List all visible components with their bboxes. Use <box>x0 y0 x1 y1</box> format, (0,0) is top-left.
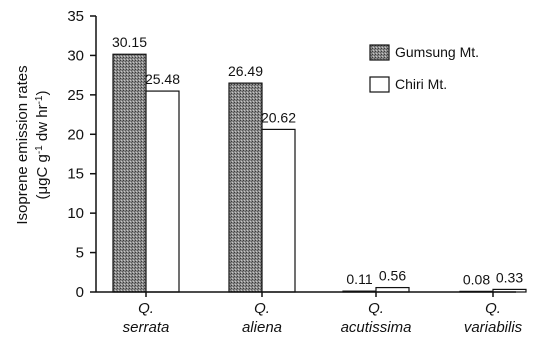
legend-label: Gumsung Mt. <box>395 44 479 60</box>
y-tick-label: 0 <box>76 284 84 301</box>
data-label: 0.56 <box>379 268 406 284</box>
y-tick-label: 10 <box>67 205 84 222</box>
y-axis-unit-exp1: -1 <box>34 145 45 154</box>
x-axis-labels: Q. serrata Q. aliena Q. acutissima Q. variabili… <box>123 292 523 336</box>
bar-gumsung-1 <box>228 82 263 293</box>
y-tick-label: 30 <box>67 47 84 64</box>
category-label-line2: serrata <box>123 319 170 336</box>
category-label-line1: Q. <box>485 300 501 317</box>
legend-swatch <box>369 44 390 61</box>
y-tick-label: 15 <box>67 166 84 183</box>
data-label: 0.33 <box>496 269 523 285</box>
data-label: 26.49 <box>228 63 263 79</box>
category-label-line2: variabilis <box>464 319 523 336</box>
bars: 30.15 25.48 26.49 20.62 0.11 0.56 0.08 0.33 <box>112 34 527 293</box>
data-label: 30.15 <box>112 34 147 50</box>
bar-gumsung-0 <box>112 53 147 293</box>
category-label-line1: Q. <box>368 300 384 317</box>
y-axis-title-line2: (μgC g-1 dw hr-1) <box>34 91 52 200</box>
category-label-line2: acutissima <box>341 319 412 336</box>
y-axis-unit-part2: dw hr <box>34 104 51 145</box>
y-tick-label: 25 <box>67 87 84 104</box>
category-label-line2: aliena <box>242 319 282 336</box>
data-label: 0.08 <box>463 271 490 287</box>
y-axis-unit-part1: (μgC g <box>34 154 51 199</box>
y-axis-unit-exp2: -1 <box>34 95 45 104</box>
data-label: 20.62 <box>261 109 296 125</box>
category-label-line1: Q. <box>138 300 154 317</box>
y-axis-ticks: 0 5 10 15 20 25 30 35 <box>67 8 96 301</box>
bar-chiri-0 <box>145 90 180 293</box>
legend-swatch <box>369 76 390 93</box>
y-tick-label: 5 <box>76 245 84 262</box>
y-tick-label: 20 <box>67 126 84 143</box>
category-label-line1: Q. <box>254 300 270 317</box>
legend-label: Chiri Mt. <box>395 76 447 92</box>
legend: Gumsung Mt. Chiri Mt. <box>369 44 479 93</box>
y-tick-label: 35 <box>67 8 84 25</box>
y-axis-title: Isoprene emission rates (μgC g-1 dw hr-1… <box>14 65 51 224</box>
bar-chiri-1 <box>261 128 296 293</box>
y-axis-title-line1: Isoprene emission rates <box>14 65 31 224</box>
data-label: 0.11 <box>346 271 372 287</box>
y-axis-unit-part3: ) <box>34 91 51 96</box>
data-label: 25.48 <box>145 71 180 87</box>
